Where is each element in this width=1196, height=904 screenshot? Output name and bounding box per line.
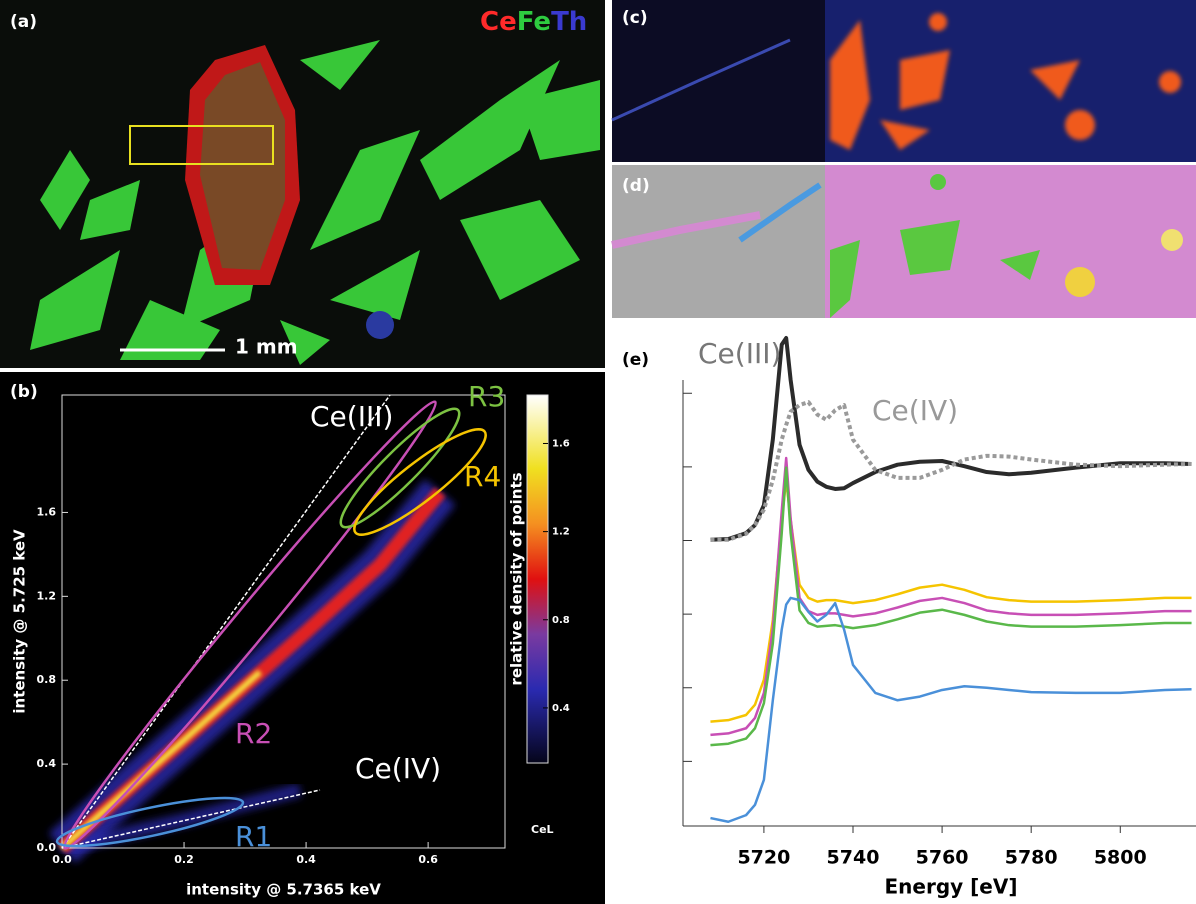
y-tick-label: 0.0	[37, 841, 57, 854]
panel-e-plot: (e) 5720 5740 5760 5780 5800 Energy [eV] Ce(III…	[622, 337, 1196, 899]
figure: (a) CeFeTh 1 mm (c) (d) 0.0 0.2 0.4 0.6 0.0 0…	[0, 0, 1196, 904]
x-tick-label: 5780	[1005, 847, 1058, 869]
x-tick-label: 0.0	[52, 853, 72, 866]
y-tick-label: 0.4	[37, 757, 57, 770]
y-tick-label: 1.6	[37, 505, 57, 518]
x-tick-label: 0.2	[174, 853, 194, 866]
spectrum-line	[710, 468, 1191, 746]
panel-c: (c)	[612, 0, 1196, 162]
colorbar-tick-label: 1.6	[552, 438, 570, 449]
x-tick-label: 5720	[737, 847, 790, 869]
colorbar-label: relative density of points	[508, 472, 526, 685]
series-label: Ce(IV)	[872, 394, 958, 427]
series-label: Ce(III)	[698, 337, 781, 370]
x-tick-label: 5760	[916, 847, 969, 869]
annotation: R1	[235, 820, 272, 853]
panel-label: (a)	[10, 12, 37, 32]
annotation: Ce(III)	[310, 400, 393, 433]
x-axis-label: intensity @ 5.7365 keV	[186, 881, 381, 899]
colorbar-tick-label: 1.2	[552, 527, 570, 538]
y-tick-label: 0.8	[37, 673, 57, 686]
panel-label: (d)	[622, 176, 650, 196]
annotation: R2	[235, 717, 272, 750]
annotation: Ce(IV)	[355, 752, 441, 785]
x-tick-label: 0.6	[418, 853, 438, 866]
panel-a: (a) CeFeTh 1 mm	[0, 0, 605, 368]
colorbar-tick-label: 0.8	[552, 615, 570, 626]
channel-legend: CeFeTh	[480, 7, 587, 37]
panel-label: (b)	[10, 382, 38, 402]
x-tick-label: 5800	[1094, 847, 1147, 869]
y-tick-label: 1.2	[37, 589, 57, 602]
annotation: R3	[468, 380, 505, 413]
panel-d: (d)	[612, 165, 1196, 318]
y-axis-label: intensity @ 5.725 keV	[11, 529, 29, 714]
panel-label: (e)	[622, 350, 649, 370]
corner-label: CeL	[531, 823, 554, 836]
annotation: R4	[464, 460, 501, 493]
x-tick-label: 0.4	[296, 853, 316, 866]
spectrum-line	[710, 598, 1191, 822]
channel: Th	[551, 7, 587, 37]
scale-bar-label: 1 mm	[235, 335, 298, 359]
x-axis-label: Energy [eV]	[885, 875, 1018, 899]
channel: Fe	[517, 7, 551, 37]
channel: Ce	[480, 7, 517, 37]
colorbar-tick-label: 0.4	[552, 703, 570, 714]
x-tick-label: 5740	[827, 847, 880, 869]
panel-label: (c)	[622, 8, 648, 28]
